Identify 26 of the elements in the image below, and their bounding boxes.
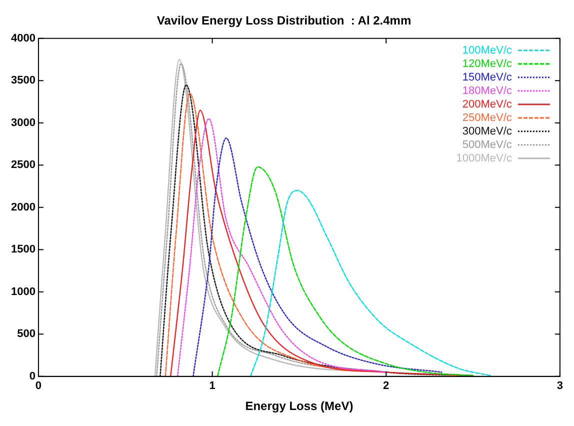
- y-tick-label: 1500: [10, 244, 36, 256]
- line-series: [216, 166, 474, 376]
- y-tick-label: 3500: [10, 74, 36, 87]
- line-series: [192, 138, 442, 376]
- legend-label: 100MeV/c: [462, 44, 512, 56]
- legend-label: 250MeV/c: [462, 112, 512, 124]
- y-tick-label: 4000: [10, 32, 36, 44]
- legend-label: 150MeV/c: [462, 71, 512, 84]
- y-tick-label: 0: [29, 370, 36, 382]
- y-tick-label: 2500: [10, 159, 36, 172]
- legend-label: 300MeV/c: [462, 125, 512, 138]
- y-tick-label: 3000: [10, 116, 36, 129]
- legend-label: 180MeV/c: [462, 84, 512, 97]
- y-tick-label: 2000: [10, 201, 36, 214]
- legend-label: 200MeV/c: [462, 98, 512, 110]
- x-tick-label: 1: [209, 380, 216, 392]
- x-tick-label: 3: [556, 380, 564, 392]
- y-tick-label: 500: [17, 328, 36, 340]
- x-tick-label: 2: [383, 380, 390, 392]
- y-tick-label: 1000: [10, 286, 36, 298]
- chart-title: Vavilov Energy Loss Distribution : Al 2.4mm: [156, 14, 412, 28]
- legend-label: 500MeV/c: [462, 138, 512, 151]
- legend-label: 120MeV/c: [462, 58, 512, 70]
- x-axis-title: Energy Loss (MeV): [245, 399, 354, 414]
- legend-label: 1000MeV/c: [456, 152, 512, 164]
- line-series: [250, 190, 492, 376]
